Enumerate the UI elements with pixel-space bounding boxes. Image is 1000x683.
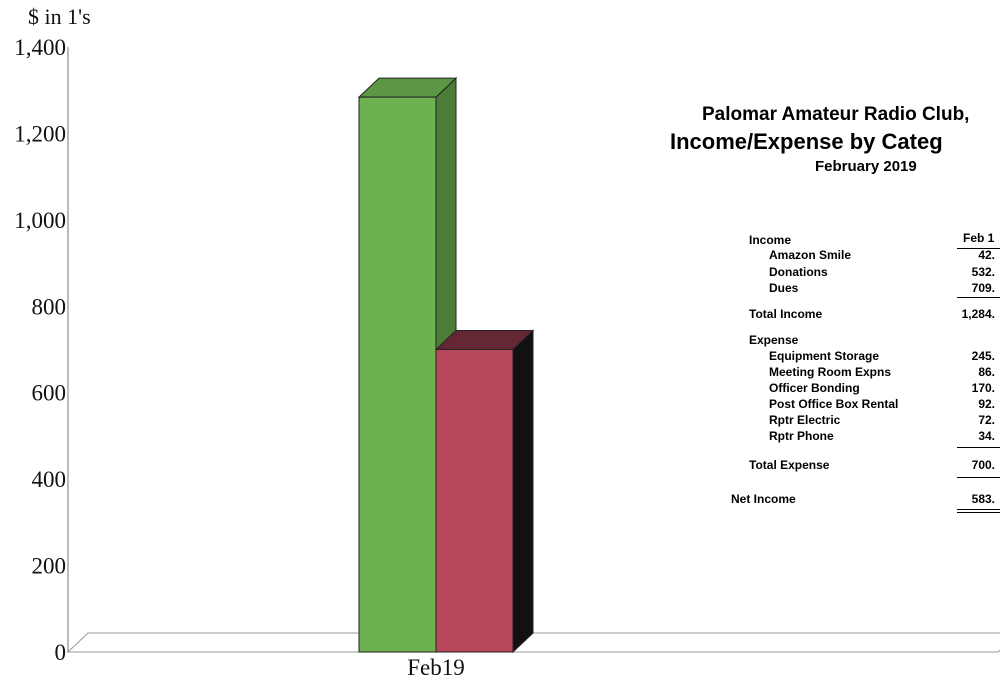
y-tick-label: 400 xyxy=(32,467,67,492)
report-row-value: 532. xyxy=(971,265,995,279)
report-row: Equipment Storage 245. xyxy=(650,349,1000,365)
total-expense-label: Total Expense xyxy=(749,458,830,472)
net-income-row: Net Income 583. xyxy=(650,492,1000,508)
report-row-value: 709. xyxy=(971,281,995,295)
report-row-value: 34. xyxy=(978,429,995,443)
report-row-value: 245. xyxy=(971,349,995,363)
subtotal-rule xyxy=(957,447,1000,448)
subtotal-rule xyxy=(957,297,1000,298)
report-row: Officer Bonding 170. xyxy=(650,381,1000,397)
report-row: Rptr Phone 34. xyxy=(650,429,1000,445)
report-row-label: Rptr Electric xyxy=(769,413,841,427)
y-tick-label: 1,400 xyxy=(14,35,66,60)
income-heading: Income xyxy=(749,233,792,247)
report-row-label: Equipment Storage xyxy=(769,349,880,363)
y-tick-label: 1,000 xyxy=(14,208,66,233)
report-period: February 2019 xyxy=(815,158,917,175)
expense-heading-row: Expense xyxy=(650,333,1000,349)
total-income-value: 1,284. xyxy=(961,307,995,321)
report-title: Palomar Amateur Radio Club, xyxy=(702,104,970,125)
expense-heading: Expense xyxy=(749,333,799,347)
report-subtitle: Income/Expense by Categ xyxy=(670,129,943,154)
income-expense-report: Palomar Amateur Radio Club, Income/Expen… xyxy=(650,100,1000,550)
y-tick-label: 1,200 xyxy=(14,121,66,146)
bar-front-face xyxy=(435,349,514,653)
x-tick-label: Feb19 xyxy=(407,655,465,680)
bar-front-face xyxy=(358,96,437,653)
report-row-value: 92. xyxy=(978,397,995,411)
report-row-value: 170. xyxy=(971,381,995,395)
report-row: Post Office Box Rental 92. xyxy=(650,397,1000,413)
report-row: Meeting Room Expns 86. xyxy=(650,365,1000,381)
net-double-rule xyxy=(957,509,1000,510)
report-row-value: 72. xyxy=(978,413,995,427)
report-column-header: Feb 1 xyxy=(963,231,995,245)
total-expense-value: 700. xyxy=(971,458,995,472)
report-row: Dues 709. xyxy=(650,281,1000,297)
y-axis-title: $ in 1's xyxy=(28,4,91,29)
bar-side-face xyxy=(512,329,534,654)
report-row-value: 86. xyxy=(978,365,995,379)
total-expense-row: Total Expense 700. xyxy=(650,458,1000,474)
chart-floor xyxy=(66,632,1000,653)
total-rule xyxy=(957,477,1000,478)
total-income-row: Total Income 1,284. xyxy=(650,307,1000,323)
column-header-rule xyxy=(957,248,1000,249)
report-row-label: Amazon Smile xyxy=(769,248,852,262)
net-double-rule xyxy=(957,512,1000,513)
income-heading-row: Income xyxy=(650,233,1000,249)
report-row-label: Meeting Room Expns xyxy=(769,365,892,379)
report-row-label: Dues xyxy=(769,281,799,295)
net-income-label: Net Income xyxy=(731,492,796,506)
report-row-label: Post Office Box Rental xyxy=(769,397,899,411)
y-tick-label: 0 xyxy=(55,640,67,665)
y-tick-label: 600 xyxy=(32,381,67,406)
total-income-label: Total Income xyxy=(749,307,823,321)
report-row-label: Rptr Phone xyxy=(769,429,834,443)
y-tick-label: 800 xyxy=(32,294,67,319)
report-row: Donations 532. xyxy=(650,265,1000,281)
report-row: Rptr Electric 72. xyxy=(650,413,1000,429)
y-tick-label: 200 xyxy=(32,554,67,579)
bar-total-expense xyxy=(434,329,535,654)
report-row-label: Officer Bonding xyxy=(769,381,860,395)
net-income-value: 583. xyxy=(971,492,995,506)
report-row: Amazon Smile 42. xyxy=(650,248,1000,264)
report-row-label: Donations xyxy=(769,265,828,279)
report-row-value: 42. xyxy=(978,248,995,262)
